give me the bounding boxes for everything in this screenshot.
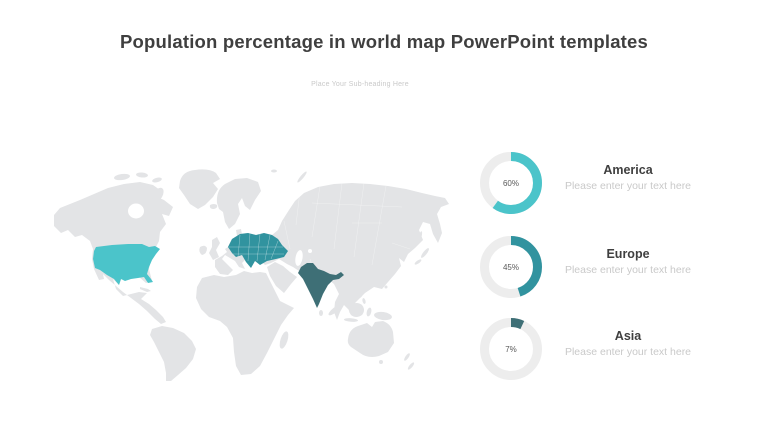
donut-chart-asia: 7% — [479, 317, 543, 381]
donut-arc — [480, 236, 542, 298]
map-australia — [347, 321, 394, 357]
region-name: America — [603, 163, 653, 177]
map-southeast-asia-islands — [319, 303, 392, 322]
map-region-india — [298, 263, 344, 308]
slide-subheading: Place Your Sub-heading Here — [311, 81, 409, 88]
map-scandinavia — [216, 178, 261, 229]
map-africa — [196, 271, 294, 375]
region-placeholder-text: Please enter your text here — [564, 180, 692, 192]
donut-chart-america: 60% — [479, 151, 543, 215]
donut-percent-label: 60% — [502, 178, 519, 188]
caspian-sea — [295, 250, 303, 266]
region-labels: America Please enter your text here — [543, 151, 713, 192]
world-map — [54, 169, 449, 381]
region-labels: Europe Please enter your text here — [543, 235, 713, 276]
region-name: Europe — [606, 247, 650, 261]
slide-title: Population percentage in world map Power… — [119, 31, 649, 52]
map-ireland — [199, 245, 207, 255]
region-placeholder-text: Please enter your text here — [564, 264, 692, 276]
map-arabian-peninsula — [267, 262, 297, 293]
map-south-america — [150, 326, 196, 381]
map-iceland — [209, 204, 218, 209]
map-united-kingdom — [209, 237, 220, 260]
map-madagascar — [279, 331, 289, 349]
region-labels: Asia Please enter your text here — [543, 317, 713, 358]
donut-chart-europe: 45% — [479, 235, 543, 299]
aral-sea — [308, 249, 312, 253]
map-caribbean — [140, 287, 151, 292]
donut-arc — [480, 318, 542, 380]
region-stat-row-asia: 7% Asia Please enter your text here — [479, 317, 713, 381]
region-placeholder-text: Please enter your text here — [564, 346, 692, 358]
map-eurasia — [215, 183, 449, 320]
donut-arc — [480, 152, 542, 214]
region-stat-row-europe: 45% Europe Please enter your text here — [479, 235, 713, 299]
donut-percent-label: 45% — [502, 262, 519, 272]
map-svalbard-novaya-zemlya — [271, 169, 307, 183]
map-tasmania-new-zealand — [379, 353, 415, 370]
map-arctic-islands — [114, 172, 164, 203]
hudson-bay — [128, 203, 144, 219]
map-east-asia-islands — [358, 231, 429, 304]
map-greenland — [179, 169, 220, 209]
region-stat-row-america: 60% America Please enter your text here — [479, 151, 713, 215]
donut-percent-label: 7% — [505, 344, 517, 354]
region-name: Asia — [614, 329, 642, 343]
map-region-united-states — [93, 244, 160, 285]
map-europe-internal-borders — [229, 233, 284, 262]
